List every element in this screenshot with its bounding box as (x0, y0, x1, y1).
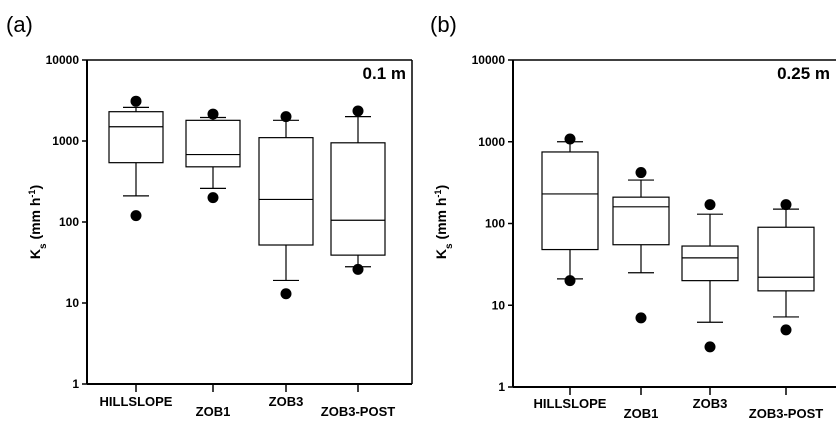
outlier-point (564, 275, 576, 287)
iqr-box (681, 245, 739, 282)
box-zob3 (681, 199, 739, 353)
box-zob3-post (757, 199, 815, 336)
box-hillslope (541, 133, 599, 287)
x-category-label: HILLSLOPE (534, 396, 607, 411)
chart-panel-a: (a) 1 10 100 1000 10000 Ks (mm h-1) 0.1 m HILLSL… (6, 12, 413, 419)
iqr-box (541, 151, 599, 251)
box-zob3-post (330, 105, 386, 275)
x-category-label: ZOB3 (269, 394, 304, 409)
iqr-box (757, 226, 815, 292)
iqr-box (612, 196, 670, 246)
y-tick-label: 10 (66, 296, 80, 310)
x-category-label: ZOB1 (196, 404, 231, 419)
y-tick-label: 10000 (46, 53, 80, 67)
outlier-point (635, 167, 647, 179)
x-category-label: ZOB3 (693, 396, 728, 411)
x-category-label: ZOB1 (624, 406, 659, 421)
outlier-point (780, 199, 792, 211)
panel-letter: (b) (430, 12, 457, 37)
outlier-point (280, 111, 292, 123)
y-tick-label: 100 (485, 217, 505, 231)
y-tick-label: 1 (72, 377, 79, 391)
outlier-point (352, 105, 364, 117)
y-tick-label: 1000 (478, 135, 505, 149)
y-axis-label: Ks (mm h-1) (433, 185, 455, 259)
y-tick-label: 100 (59, 215, 79, 229)
outlier-point (704, 341, 716, 353)
box-zob1 (185, 108, 241, 204)
chart-panel-b: (b) 1 10 100 1000 10000 Ks (mm h-1) 0.25 m HILLS… (430, 12, 836, 421)
box-hillslope (108, 95, 164, 222)
iqr-box (330, 142, 386, 256)
outlier-point (130, 95, 142, 107)
y-tick-label: 10000 (472, 53, 506, 67)
y-tick-label: 1000 (52, 134, 79, 148)
y-axis-label: Ks (mm h-1) (27, 185, 49, 259)
outlier-point (704, 199, 716, 211)
panel-letter: (a) (6, 12, 33, 37)
outlier-point (352, 263, 364, 275)
x-category-label: ZOB3-POST (749, 406, 823, 421)
depth-annotation: 0.25 m (777, 64, 830, 83)
outlier-point (564, 133, 576, 145)
outlier-point (207, 108, 219, 120)
outlier-point (130, 210, 142, 222)
x-category-label: ZOB3-POST (321, 404, 395, 419)
outlier-point (207, 192, 219, 204)
y-tick-label: 10 (492, 298, 506, 312)
box-zob1 (612, 167, 670, 324)
depth-annotation: 0.1 m (363, 64, 406, 83)
iqr-box (108, 111, 164, 164)
outlier-point (280, 288, 292, 300)
outlier-point (780, 324, 792, 336)
iqr-box (258, 137, 314, 246)
box-zob3 (258, 111, 314, 300)
iqr-box (185, 119, 241, 168)
outlier-point (635, 312, 647, 324)
x-category-label: HILLSLOPE (100, 394, 173, 409)
y-tick-label: 1 (498, 380, 505, 394)
